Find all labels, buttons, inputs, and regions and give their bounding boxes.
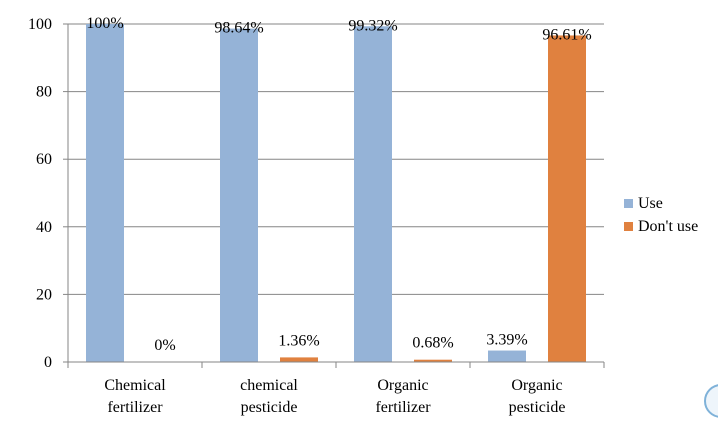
- bar-use: [488, 350, 526, 362]
- y-tick-label: 60: [36, 151, 52, 168]
- y-tick-label: 40: [36, 219, 52, 236]
- data-label-dont-use: 0%: [154, 337, 175, 354]
- data-label-dont-use: 1.36%: [278, 332, 319, 349]
- data-label-dont-use: 96.61%: [542, 26, 591, 43]
- data-label-dont-use: 0.68%: [412, 335, 453, 352]
- y-tick-label: 0: [44, 354, 52, 371]
- x-tick-label: Organic fertilizer: [375, 377, 431, 416]
- bars: [86, 24, 586, 363]
- legend: Use Don't use: [624, 192, 698, 238]
- legend-label-use: Use: [638, 195, 663, 212]
- bar-dont-use: [280, 357, 318, 362]
- y-tick-label: 80: [36, 84, 52, 101]
- axes: 0 20 40 60 80 100 Chemical fertilizer chemical pe…: [28, 16, 605, 416]
- data-label-use: 99.32%: [348, 17, 397, 34]
- bar-dont-use: [548, 35, 586, 363]
- y-tick-label: 20: [36, 286, 52, 303]
- x-tick-label: Chemical fertilizer: [104, 377, 166, 416]
- legend-swatch-use: [624, 199, 633, 208]
- x-tick-label: chemical pesticide: [240, 377, 298, 416]
- y-tick-label: 100: [28, 16, 52, 33]
- legend-item-use: Use: [624, 192, 698, 215]
- legend-label-dont-use: Don't use: [638, 218, 699, 235]
- bar-use: [354, 26, 392, 362]
- data-label-use: 100%: [86, 15, 123, 32]
- x-tick-label: Organic pesticide: [509, 377, 566, 416]
- data-labels: 100% 0% 98.64% 1.36% 99.32% 0.68% 3.39% 96.61%: [86, 15, 591, 354]
- bar-use: [220, 28, 258, 362]
- legend-swatch-dont-use: [624, 222, 633, 231]
- bar-use: [86, 24, 124, 362]
- data-label-use: 98.64%: [214, 20, 263, 37]
- bar-dont-use: [414, 359, 452, 362]
- legend-item-dont-use: Don't use: [624, 215, 698, 238]
- gridlines: [68, 23, 604, 295]
- data-label-use: 3.39%: [486, 332, 527, 349]
